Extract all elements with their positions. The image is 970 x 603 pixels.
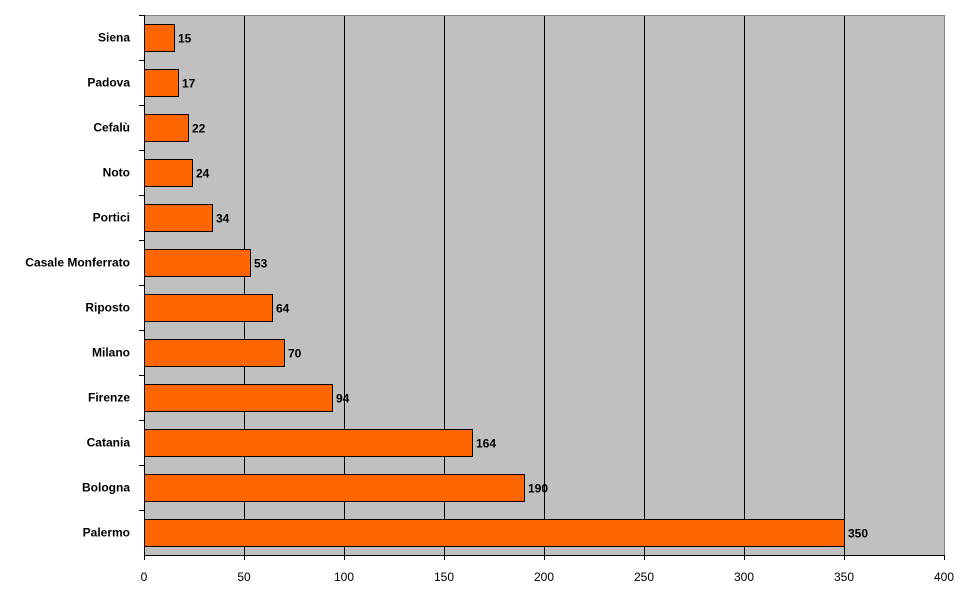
category-label: Noto: [103, 166, 130, 180]
category-label: Casale Monferrato: [25, 256, 130, 270]
x-tick-label: 200: [534, 570, 554, 584]
x-tick-label: 350: [834, 570, 854, 584]
value-label: 17: [182, 77, 196, 91]
category-label: Riposto: [85, 301, 130, 315]
x-tick-label: 400: [934, 570, 954, 584]
category-label: Padova: [87, 76, 130, 90]
x-tick-label: 0: [141, 570, 148, 584]
bar-catania: [144, 429, 473, 457]
category-label: Firenze: [88, 391, 130, 405]
value-label: 22: [192, 122, 206, 136]
x-tick-label: 150: [434, 570, 454, 584]
category-label: Portici: [93, 211, 130, 225]
category-label: Catania: [87, 436, 131, 450]
bar-casale-monferrato: [144, 249, 251, 277]
x-tick-label: 250: [634, 570, 654, 584]
category-label: Bologna: [82, 481, 130, 495]
category-label: Cefalù: [93, 121, 130, 135]
category-label: Siena: [98, 31, 130, 45]
value-label: 164: [476, 437, 496, 451]
value-label: 350: [848, 527, 868, 541]
x-tick-label: 50: [237, 570, 251, 584]
x-tick-label: 100: [334, 570, 354, 584]
bar-riposto: [144, 294, 273, 322]
bar-noto: [144, 159, 193, 187]
value-label: 190: [528, 482, 548, 496]
value-label: 34: [216, 212, 230, 226]
bars: [144, 24, 845, 547]
bar-firenze: [144, 384, 333, 412]
x-tick-label: 300: [734, 570, 754, 584]
x-axis-ticks: 0 50 100 150 200 250 300 350 400: [141, 555, 954, 584]
bar-portici: [144, 204, 213, 232]
value-label: 24: [196, 167, 210, 181]
value-label: 15: [178, 32, 192, 46]
bar-padova: [144, 69, 179, 97]
value-label: 53: [254, 257, 268, 271]
bar-cefal-: [144, 114, 189, 142]
bar-siena: [144, 24, 175, 52]
bar-bologna: [144, 474, 525, 502]
bar-milano: [144, 339, 285, 367]
bar-palermo: [144, 519, 845, 547]
value-label: 64: [276, 302, 290, 316]
category-label: Milano: [92, 346, 130, 360]
category-label: Palermo: [83, 526, 130, 540]
y-axis-labels: Siena Padova Cefalù Noto Portici Casale Monfe…: [25, 31, 130, 540]
data-labels: 15 17 22 24 34 53 64 70 94 164 190 350: [178, 32, 868, 541]
value-label: 70: [288, 347, 302, 361]
value-label: 94: [336, 392, 350, 406]
